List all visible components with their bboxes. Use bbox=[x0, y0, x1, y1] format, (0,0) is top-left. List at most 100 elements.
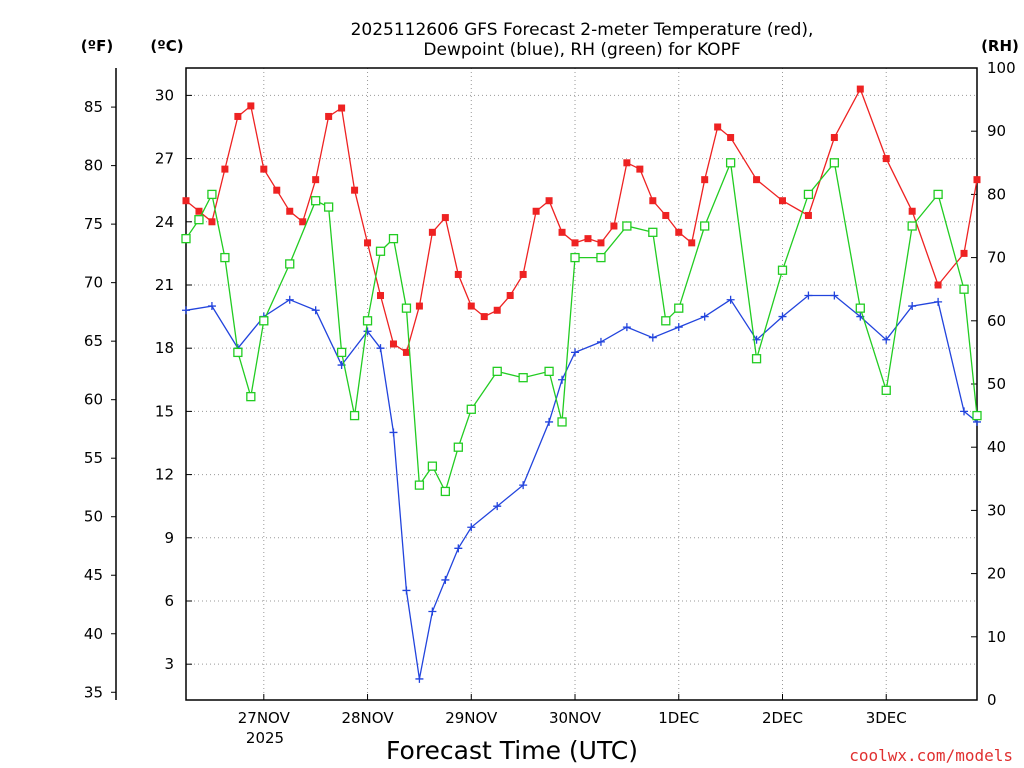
rh-point bbox=[648, 227, 658, 237]
temperature-point bbox=[467, 302, 475, 310]
dewpoint-point bbox=[908, 302, 917, 311]
temperature-point bbox=[973, 176, 981, 184]
temperature-point bbox=[480, 313, 488, 321]
rh-point bbox=[855, 303, 865, 313]
temperature-point bbox=[208, 218, 216, 226]
fahrenheit-tick-label: 85 bbox=[84, 98, 103, 116]
dewpoint-point bbox=[389, 428, 398, 437]
temperature-point bbox=[364, 239, 372, 247]
x-tick-labels: 27NOV 28NOV 29NOV 30NOV 1DEC 2DEC 3DEC bbox=[238, 694, 907, 727]
dewpoint-series bbox=[182, 291, 981, 683]
temperature-point bbox=[312, 176, 320, 184]
fahrenheit-tick-label: 75 bbox=[84, 215, 103, 233]
dewpoint-point bbox=[934, 297, 943, 306]
temperature-point bbox=[688, 239, 696, 247]
temperature-point bbox=[338, 104, 346, 112]
rh-point bbox=[596, 252, 606, 263]
rh-point bbox=[207, 189, 217, 200]
celsius-tick-label: 30 bbox=[155, 86, 174, 104]
x-axis-title: Forecast Time (UTC) bbox=[386, 736, 638, 765]
dewpoint-point bbox=[207, 302, 216, 311]
rh-point bbox=[336, 347, 347, 358]
rh-point bbox=[401, 303, 412, 313]
dewpoint-point bbox=[415, 674, 424, 683]
celsius-tick-label: 9 bbox=[164, 529, 174, 547]
temperature-series bbox=[182, 85, 981, 356]
rh-point bbox=[751, 354, 762, 364]
temperature-point bbox=[545, 197, 553, 205]
x-tick-label: 30NOV bbox=[549, 709, 602, 727]
fahrenheit-tick-label: 70 bbox=[84, 274, 103, 292]
dewpoint-point bbox=[622, 323, 631, 332]
temperature-point bbox=[610, 222, 618, 230]
rh-tick-label: 0 bbox=[987, 691, 997, 709]
temperature-point bbox=[571, 239, 579, 247]
celsius-tick-label: 3 bbox=[164, 655, 174, 673]
rh-tick-label: 100 bbox=[987, 59, 1016, 77]
rh-axis-label: (RH) bbox=[981, 37, 1019, 55]
dewpoint-point bbox=[493, 502, 502, 511]
rh-point bbox=[700, 221, 710, 231]
rh-tick-label: 60 bbox=[987, 312, 1006, 330]
dewpoint-point bbox=[428, 607, 437, 616]
dewpoint-point bbox=[441, 575, 450, 584]
celsius-tick-label: 6 bbox=[164, 592, 174, 610]
temperature-point bbox=[714, 123, 722, 131]
rh-tick-label: 50 bbox=[987, 375, 1006, 393]
rh-tick-label: 10 bbox=[987, 628, 1006, 646]
temperature-point bbox=[286, 207, 294, 215]
rh-point bbox=[518, 373, 528, 383]
rh-point bbox=[246, 391, 256, 402]
rh-point bbox=[557, 417, 567, 427]
dewpoint-point bbox=[648, 333, 657, 342]
rh-point bbox=[323, 202, 334, 212]
x-tick-label: 1DEC bbox=[658, 709, 699, 727]
fahrenheit-tick-label: 80 bbox=[84, 157, 103, 175]
x-tick-year-label: 2025 bbox=[246, 729, 284, 747]
rh-point bbox=[311, 196, 321, 206]
temperature-point bbox=[389, 340, 397, 348]
rh-point bbox=[959, 284, 969, 294]
fahrenheit-tick-label: 55 bbox=[84, 449, 103, 467]
fahrenheit-tick-label: 65 bbox=[84, 332, 103, 350]
fahrenheit-tick-label: 50 bbox=[84, 508, 103, 526]
temperature-point bbox=[623, 159, 631, 167]
dewpoint-point bbox=[363, 327, 372, 336]
rh-point bbox=[570, 252, 580, 263]
temperature-point bbox=[934, 281, 942, 289]
dewpoint-point bbox=[960, 407, 969, 416]
temperature-point bbox=[247, 102, 255, 110]
x-tick-label: 29NOV bbox=[445, 709, 498, 727]
rh-point bbox=[466, 404, 476, 414]
temperature-point bbox=[662, 211, 670, 219]
rh-point bbox=[972, 410, 982, 421]
temperature-point bbox=[908, 207, 916, 215]
celsius-tick-label: 27 bbox=[155, 150, 174, 168]
rh-tick-label: 30 bbox=[987, 501, 1006, 519]
temperature-point bbox=[454, 270, 462, 278]
dewpoint-point bbox=[519, 481, 528, 490]
rh-point bbox=[349, 410, 360, 421]
rh-point bbox=[375, 246, 386, 256]
rh-tick-labels: 0 10 20 30 40 50 60 70 80 90 100 bbox=[971, 59, 1016, 709]
dewpoint-point bbox=[545, 417, 554, 426]
fahrenheit-tick-label: 45 bbox=[84, 566, 103, 584]
celsius-axis-label: (ºC) bbox=[150, 37, 183, 55]
temperature-point bbox=[325, 112, 333, 120]
temperature-point bbox=[597, 239, 605, 247]
rh-tick-label: 40 bbox=[987, 438, 1006, 456]
temperature-point bbox=[960, 249, 968, 257]
temperature-point bbox=[182, 197, 190, 205]
temperature-point bbox=[727, 134, 735, 142]
rh-line bbox=[185, 160, 978, 494]
rh-point bbox=[907, 221, 917, 231]
x-tick-label: 27NOV bbox=[238, 709, 291, 727]
temperature-point bbox=[584, 235, 592, 243]
rh-point bbox=[544, 366, 554, 377]
temperature-point bbox=[804, 211, 812, 219]
chart-title-line-1: 2025112606 GFS Forecast 2-meter Temperat… bbox=[351, 20, 814, 40]
rh-point bbox=[233, 347, 243, 358]
dewpoint-point bbox=[596, 337, 605, 346]
temperature-point bbox=[195, 207, 203, 215]
